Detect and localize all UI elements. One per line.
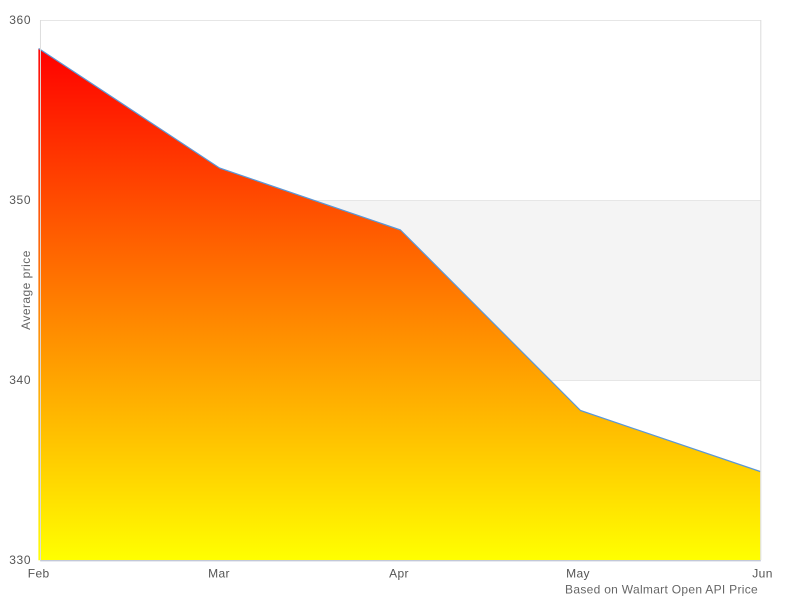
svg-text:360: 360: [9, 13, 31, 27]
svg-text:350: 350: [9, 193, 31, 207]
svg-text:330: 330: [9, 553, 31, 567]
svg-text:Apr: Apr: [389, 567, 409, 581]
svg-text:Average price: Average price: [19, 250, 33, 330]
svg-text:May: May: [566, 567, 590, 581]
svg-text:Mar: Mar: [208, 567, 230, 581]
svg-text:Based on Walmart Open API Pric: Based on Walmart Open API Price: [565, 583, 758, 597]
svg-text:340: 340: [9, 373, 31, 387]
svg-text:Feb: Feb: [28, 567, 50, 581]
svg-text:Jun: Jun: [752, 567, 773, 581]
